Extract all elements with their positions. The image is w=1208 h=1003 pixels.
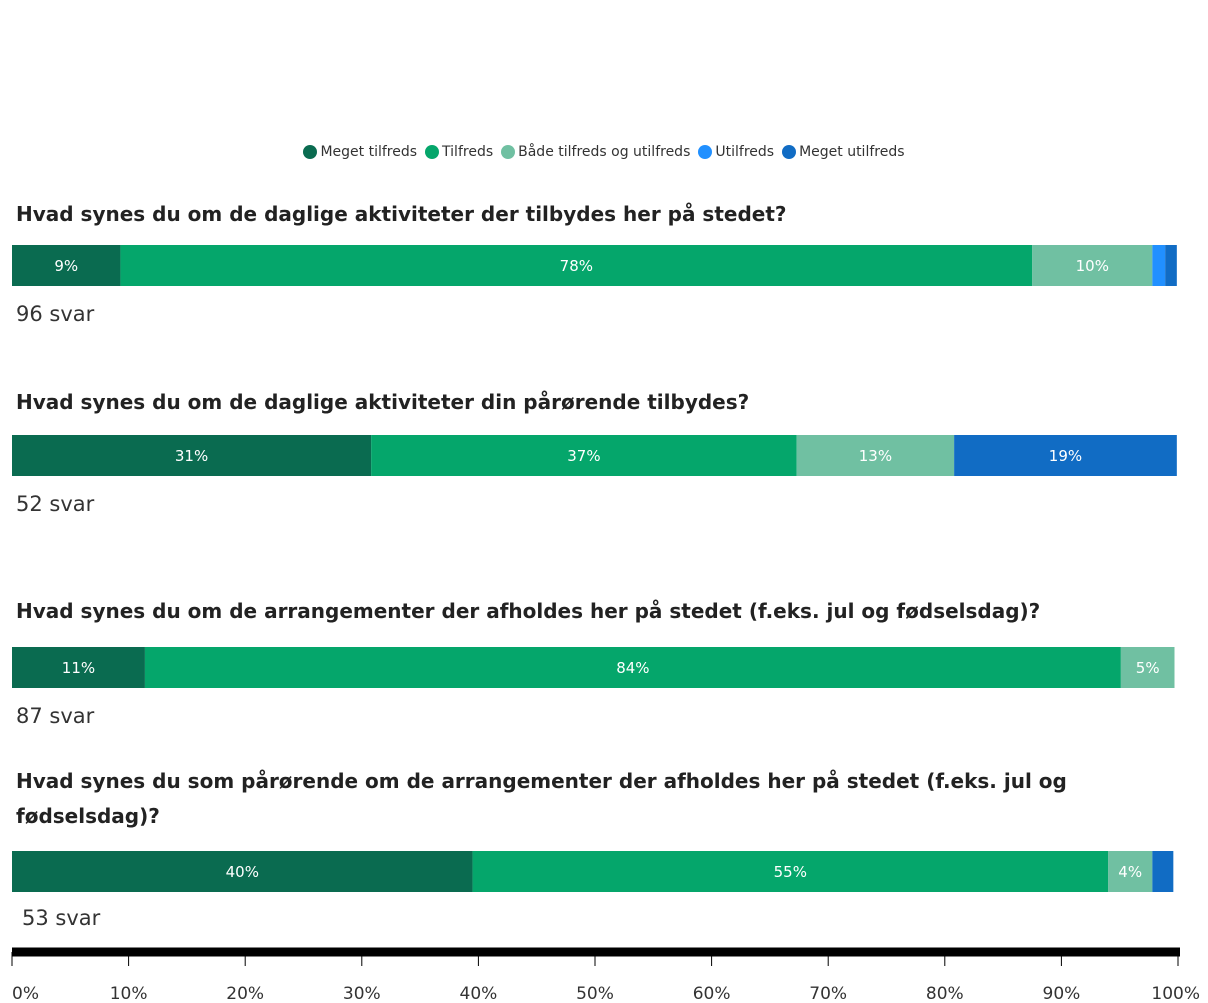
x-tick-label: 100% xyxy=(1151,984,1200,1003)
x-tick-label: 40% xyxy=(460,984,498,1003)
x-tick-label: 20% xyxy=(226,984,264,1003)
response-count: 87 svar xyxy=(16,704,95,728)
response-count: 96 svar xyxy=(16,302,95,326)
legend-label: Tilfreds xyxy=(442,144,494,160)
data-label: 31% xyxy=(175,447,208,465)
legend-item: Både tilfreds og utilfreds xyxy=(501,144,690,160)
bar-segment xyxy=(144,647,1121,688)
question-title: Hvad synes du som pårørende om de arrang… xyxy=(16,769,1067,828)
bar-segment xyxy=(1108,851,1153,892)
bar-segment xyxy=(1120,647,1175,688)
data-label: 10% xyxy=(1076,257,1109,275)
data-label: 9% xyxy=(54,257,78,275)
data-label: 5% xyxy=(1136,659,1160,677)
bar-segment xyxy=(12,851,473,892)
bar-segment xyxy=(472,851,1109,892)
legend-item: Utilfreds xyxy=(698,144,774,160)
legend-item: Meget tilfreds xyxy=(303,144,417,160)
data-label: 37% xyxy=(567,447,600,465)
bar-segment xyxy=(12,245,121,286)
data-label: 78% xyxy=(560,257,593,275)
legend-swatch xyxy=(303,145,318,159)
legend-swatch xyxy=(782,145,797,159)
data-label: 13% xyxy=(859,447,892,465)
bar-segment xyxy=(1152,851,1174,892)
bar-segment xyxy=(1165,245,1177,286)
x-tick-label: 0% xyxy=(12,984,39,1003)
response-count: 52 svar xyxy=(16,492,95,516)
data-label: 19% xyxy=(1049,447,1082,465)
bar-segment xyxy=(371,435,797,476)
legend-label: Utilfreds xyxy=(715,144,775,160)
bar-segment xyxy=(1152,245,1166,286)
question-title: Hvad synes du om de daglige aktiviteter … xyxy=(16,202,787,226)
data-label: 84% xyxy=(616,659,649,677)
legend-swatch xyxy=(425,145,440,159)
legend-label: Både tilfreds og utilfreds xyxy=(518,144,691,160)
data-label: 55% xyxy=(774,863,807,881)
x-tick-label: 70% xyxy=(809,984,847,1003)
bar-segment xyxy=(1032,245,1153,286)
legend: Meget tilfreds Tilfreds Både tilfreds og u… xyxy=(0,144,1208,160)
x-tick-label: 80% xyxy=(926,984,964,1003)
bar-segment xyxy=(796,435,955,476)
x-tick-label: 50% xyxy=(576,984,614,1003)
response-count: 53 svar xyxy=(22,906,101,930)
data-label: 40% xyxy=(226,863,259,881)
bar-segment xyxy=(12,647,145,688)
x-tick-label: 30% xyxy=(343,984,381,1003)
legend-item: Tilfreds xyxy=(425,144,493,160)
x-tick-label: 10% xyxy=(110,984,148,1003)
bar-segment xyxy=(120,245,1033,286)
legend-swatch xyxy=(501,145,516,159)
bar-segment xyxy=(12,435,372,476)
x-tick-label: 60% xyxy=(693,984,731,1003)
legend-label: Meget tilfreds xyxy=(320,144,418,160)
data-label: 4% xyxy=(1118,863,1142,881)
x-tick-label: 90% xyxy=(1043,984,1081,1003)
bar-segment xyxy=(954,435,1177,476)
legend-item: Meget utilfreds xyxy=(782,144,905,160)
legend-swatch xyxy=(698,145,713,159)
question-title: Hvad synes du om de daglige aktiviteter … xyxy=(16,390,750,414)
question-title: Hvad synes du om de arrangementer der af… xyxy=(16,599,1041,623)
legend-label: Meget utilfreds xyxy=(799,144,905,160)
data-label: 11% xyxy=(62,659,95,677)
